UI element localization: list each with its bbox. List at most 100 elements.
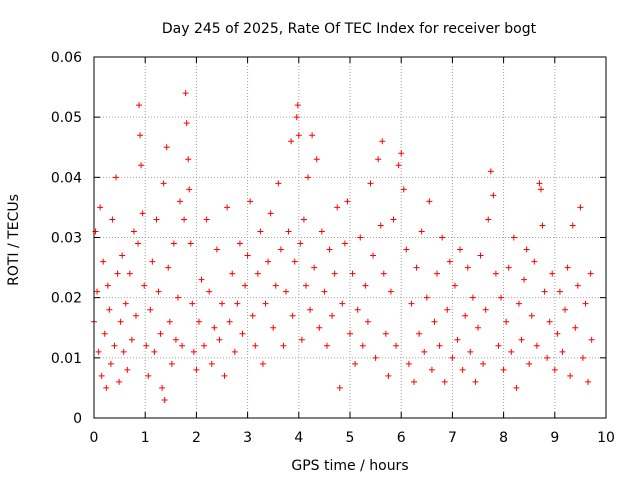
data-point [318,228,325,235]
data-point [285,228,292,235]
data-point [349,270,356,277]
data-point [467,348,474,355]
data-point [229,270,236,277]
data-point [537,186,544,193]
data-point [588,336,595,343]
data-point [177,198,184,205]
data-point [231,348,238,355]
data-point [441,378,448,385]
data-point [375,156,382,163]
plot-border [93,56,607,419]
data-point [298,336,305,343]
data-point [347,330,353,337]
data-point [403,246,410,253]
data-point [559,348,566,355]
data-point [436,342,443,349]
data-point [283,288,289,295]
data-point [216,336,223,343]
data-point [289,312,296,319]
chart-title: Day 245 of 2025, Rate Of TEC Index for r… [162,21,537,37]
data-point [259,360,266,367]
data-point [495,342,502,349]
data-point [482,306,489,313]
data-point [341,240,348,247]
data-point [395,162,402,169]
data-point [513,384,520,391]
data-point [413,264,420,271]
y-axis-label: ROTI / TECUs [6,194,22,286]
data-point [95,348,102,355]
data-point [193,366,200,373]
x-tick-label: 5 [346,430,355,446]
data-point [510,234,517,241]
x-tick-label: 7 [448,430,457,446]
data-point [518,336,525,343]
data-point [236,240,243,247]
data-point [160,180,167,187]
data-point [521,276,528,283]
data-point [490,192,497,199]
data-point [135,240,142,247]
data-point [242,282,249,289]
data-point [132,312,139,319]
x-tick-label: 0 [90,430,99,446]
data-point [190,348,197,355]
data-point [554,330,561,337]
data-point [170,240,177,247]
data-point [416,330,423,337]
data-point [244,252,251,259]
data-point [526,360,533,367]
x-tick-label: 9 [550,430,559,446]
data-point [265,258,272,265]
y-tick-label: 0 [73,411,82,427]
data-point [331,270,338,277]
data-point [179,342,186,349]
data-point [101,330,108,337]
data-point [382,330,389,337]
data-point [100,258,107,265]
y-tick-label: 0.02 [51,291,82,307]
data-point [572,324,579,331]
data-point [122,300,129,307]
data-point [577,204,584,211]
data-point [147,306,154,313]
data-point [405,360,412,367]
x-axis-label: GPS time / hours [291,458,408,474]
data-point [323,342,330,349]
data-point [469,294,476,301]
data-point [128,336,135,343]
data-point [280,342,287,349]
data-point [359,342,366,349]
data-point [546,318,553,325]
data-point [336,384,343,391]
data-point [172,336,179,343]
data-point [528,312,535,319]
data-point [400,186,407,193]
data-point [272,282,279,289]
data-point [354,306,361,313]
x-tick-label: 1 [141,430,150,446]
data-point [446,258,453,265]
data-point [462,312,469,319]
data-point [117,318,124,325]
data-point [464,264,471,271]
data-point [449,354,456,361]
data-point [321,288,328,295]
y-tick-label: 0.05 [51,110,82,126]
data-point [111,342,118,349]
data-point [515,300,522,307]
data-point [533,342,540,349]
data-point [364,318,371,325]
data-point [503,318,510,325]
data-point [126,270,133,277]
data-point [203,216,210,223]
data-point [480,360,487,367]
data-point [329,312,336,319]
data-point [439,234,446,241]
data-point [344,198,351,205]
data-point [316,324,323,331]
data-point [104,282,111,289]
data-point [487,168,494,175]
data-point [492,270,499,277]
